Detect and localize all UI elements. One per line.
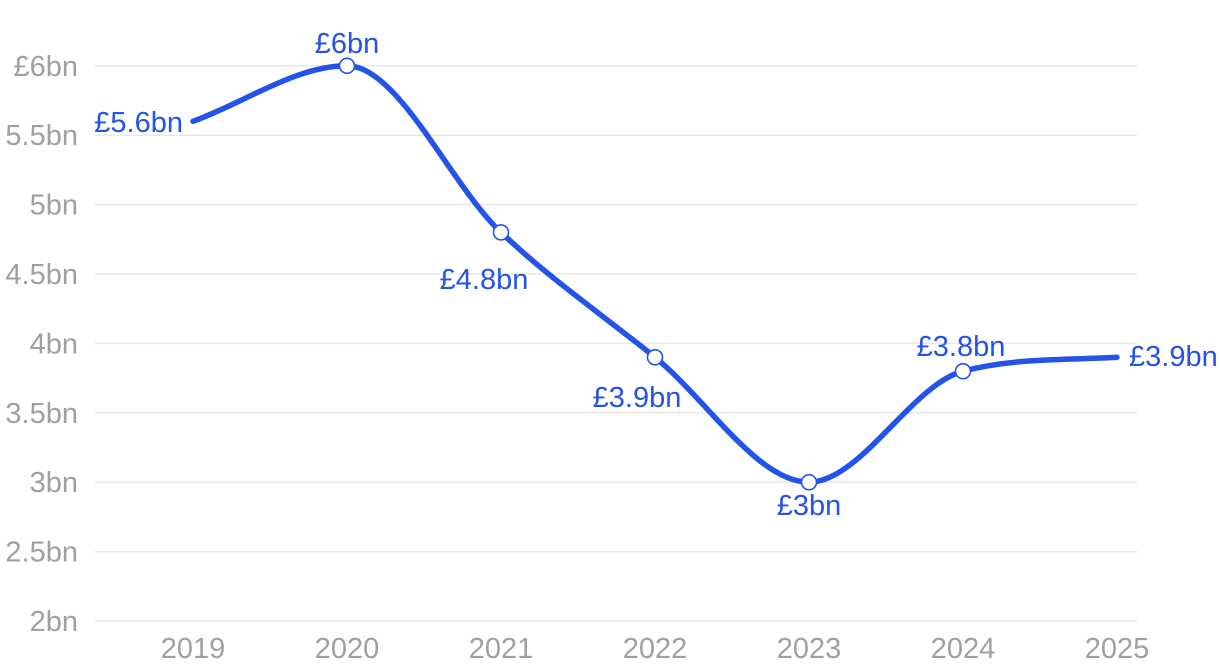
data-point-marker	[954, 362, 972, 380]
data-point-marker	[646, 348, 664, 366]
x-axis-tick-label: 2020	[315, 633, 380, 665]
y-axis-tick-label: £6bn	[13, 51, 78, 83]
x-axis-tick-label: 2019	[161, 633, 226, 665]
y-axis-tick-label: 3.5bn	[5, 398, 78, 430]
data-point-label: £5.6bn	[94, 107, 183, 139]
x-axis-tick-label: 2022	[623, 633, 688, 665]
y-axis-tick-label: 4.5bn	[5, 259, 78, 291]
x-axis-tick-label: 2023	[777, 633, 842, 665]
data-point-label: £4.8bn	[440, 264, 529, 296]
y-axis-tick-label: 5.5bn	[5, 120, 78, 152]
data-point-label: £3bn	[777, 490, 842, 522]
data-point-label: £3.9bn	[593, 382, 682, 414]
y-axis-tick-label: 5bn	[30, 190, 78, 222]
data-point-marker	[338, 57, 356, 75]
data-point-label: £6bn	[315, 28, 380, 60]
y-axis-tick-label: 2bn	[30, 606, 78, 638]
y-axis-tick-label: 4bn	[30, 328, 78, 360]
x-axis-tick-label: 2025	[1085, 633, 1150, 665]
data-point-marker	[800, 473, 818, 491]
data-point-marker	[492, 224, 510, 241]
data-point-label: £3.8bn	[917, 331, 1006, 363]
x-axis-tick-label: 2024	[931, 633, 996, 665]
x-axis-tick-label: 2021	[469, 633, 534, 665]
y-axis-tick-label: 3bn	[30, 467, 78, 499]
data-point-label: £3.9bn	[1129, 341, 1218, 373]
y-axis-tick-label: 2.5bn	[5, 537, 78, 569]
